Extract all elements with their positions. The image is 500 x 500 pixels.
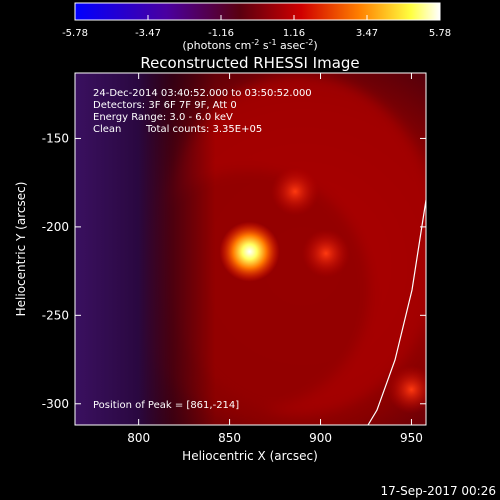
annotation-time: 24-Dec-2014 03:40:52.000 to 03:50:52.000: [93, 88, 312, 99]
y-tick-label: -300: [42, 397, 69, 411]
y-tick-label: -200: [42, 220, 69, 234]
colorbar-tick-label: 1.16: [283, 28, 305, 39]
colorbar-tick-label: 3.47: [356, 28, 378, 39]
annotation-energy: Energy Range: 3.0 - 6.0 keV: [93, 112, 233, 123]
annotation-clean: Clean: [93, 124, 121, 135]
source-blob: [387, 365, 426, 414]
footer-timestamp: 17-Sep-2017 00:26: [381, 484, 496, 498]
y-tick-label: -150: [42, 131, 69, 145]
y-tick-label: -250: [42, 308, 69, 322]
chart-title: Reconstructed RHESSI Image: [140, 54, 359, 72]
y-axis-label: Heliocentric Y (arcsec): [14, 182, 28, 317]
colorbar-ticks: -5.78 -3.47 -1.16 1.16 3.47 5.78: [62, 15, 451, 39]
colorbar-tick-label: 5.78: [429, 28, 451, 39]
colorbar-tick-label: -5.78: [62, 28, 88, 39]
solar-limb-line: [367, 199, 426, 425]
colorbar: [74, 2, 441, 21]
colorbar-tick-label: -1.16: [208, 28, 234, 39]
source-blob: [271, 167, 320, 216]
colorbar-units: (photons cm-2 s-1 asec-2): [182, 38, 317, 52]
plot-frame: [74, 72, 427, 426]
rhessi-image: [75, 73, 426, 425]
annotation-detectors: Detectors: 3F 6F 7F 9F, Att 0: [93, 100, 237, 111]
x-tick-label: 850: [218, 431, 241, 445]
source-blob: [219, 221, 280, 282]
axis-ticks: 800 850 900 950 -150 -200 -250 -300: [42, 73, 426, 445]
colorbar-tick-label: -3.47: [135, 28, 161, 39]
x-tick-label: 800: [127, 431, 150, 445]
x-tick-label: 950: [400, 431, 423, 445]
source-blob: [301, 229, 350, 278]
annotation-peak-position: Position of Peak = [861,-214]: [93, 400, 239, 411]
x-axis-label: Heliocentric X (arcsec): [182, 449, 318, 463]
annotation-counts: Total counts: 3.35E+05: [145, 124, 262, 135]
x-tick-label: 900: [309, 431, 332, 445]
